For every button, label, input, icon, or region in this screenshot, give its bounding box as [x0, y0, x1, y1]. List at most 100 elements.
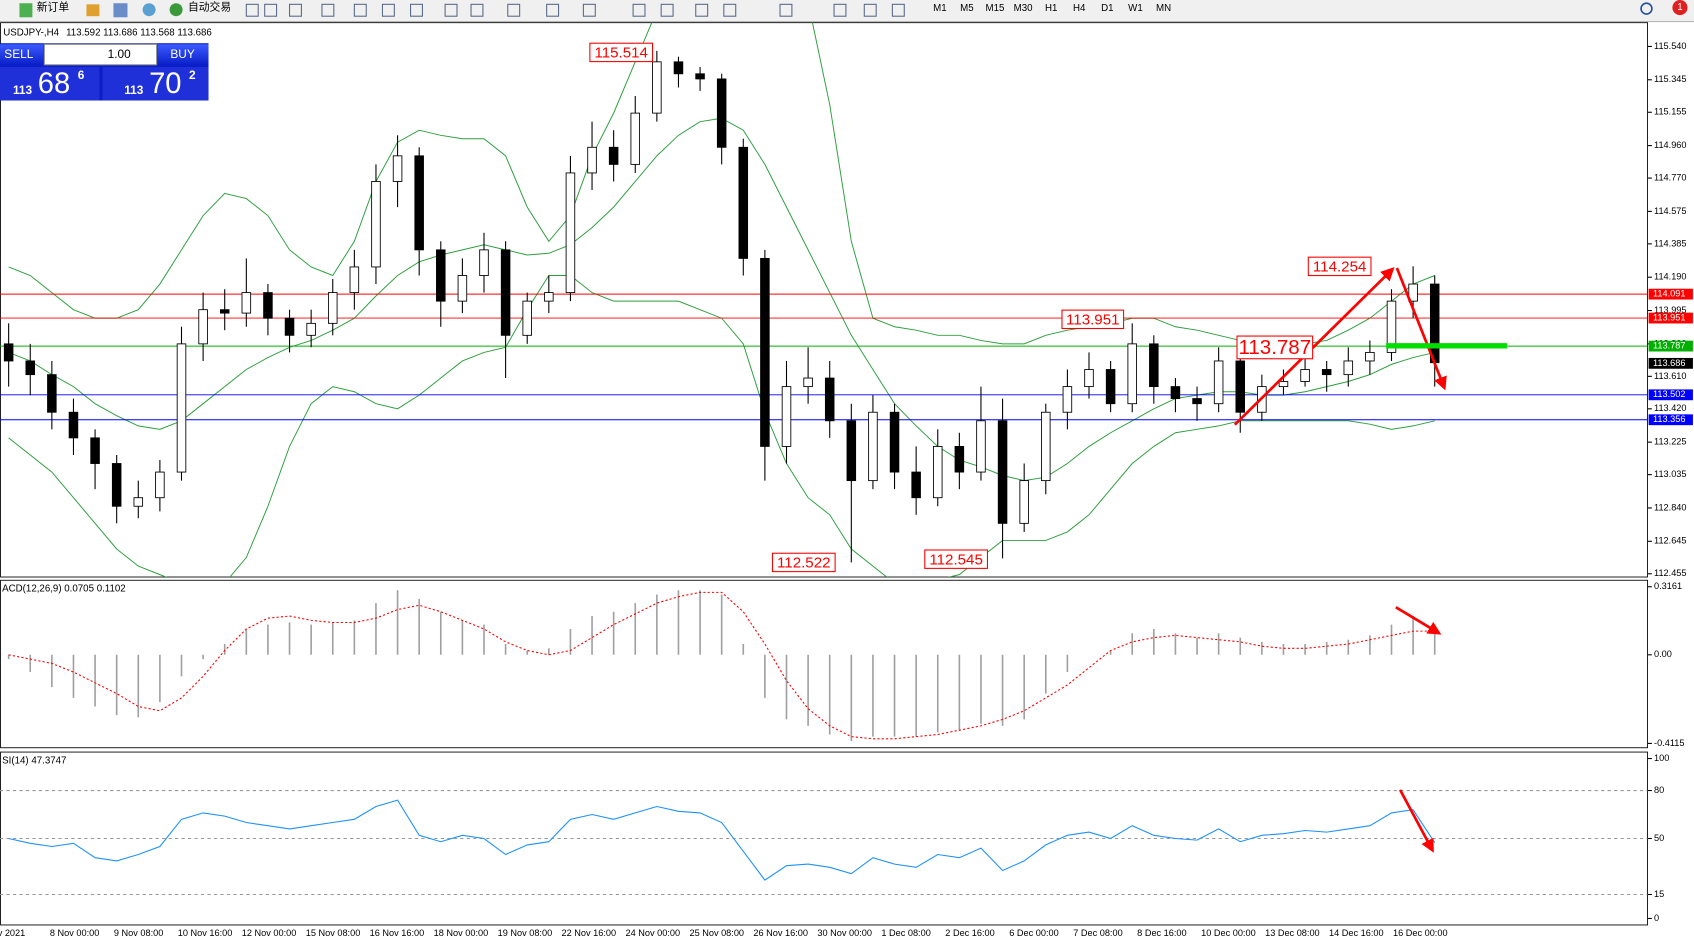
search-icon[interactable] — [1640, 2, 1653, 15]
toolbar-icon[interactable] — [113, 3, 128, 18]
buy-label[interactable]: BUY — [170, 47, 194, 61]
price-annotation-box — [924, 549, 988, 569]
rsi-title: SI(14) 47.3747 — [2, 755, 66, 766]
y-tick-label: 15 — [1654, 889, 1664, 899]
buy-big-figure: 113 — [124, 83, 144, 97]
toolbar-icon[interactable] — [245, 3, 259, 17]
toolbar-icon[interactable] — [381, 3, 395, 17]
toolbar-icon[interactable] — [444, 3, 458, 17]
rsi-arrow[interactable] — [1398, 789, 1434, 853]
new-order-button[interactable]: 新订单 — [37, 0, 70, 13]
toolbar-icon[interactable] — [582, 3, 596, 17]
toolbar-icon[interactable] — [470, 3, 484, 17]
timeframe-button[interactable]: M5 — [960, 3, 974, 14]
y-tick-label: 0.3161 — [1654, 581, 1682, 591]
buy-price-box[interactable] — [102, 66, 209, 101]
trend-arrow[interactable] — [1395, 267, 1447, 391]
toolbar-icon[interactable] — [695, 3, 709, 17]
sell-price-box[interactable] — [0, 66, 100, 101]
y-tick-label: 114.575 — [1654, 206, 1686, 216]
toolbar-icon[interactable] — [833, 3, 847, 17]
auto-trading-button[interactable]: 自动交易 — [188, 0, 231, 13]
x-tick-label: 15 Nov 08:00 — [306, 928, 361, 938]
price-annotation-box — [771, 552, 836, 573]
candle-body — [392, 155, 403, 182]
candle-body — [263, 292, 273, 319]
timeframe-button[interactable]: M1 — [933, 3, 947, 14]
timeframe-button[interactable]: H1 — [1045, 3, 1057, 14]
candle-body — [284, 317, 295, 336]
x-tick-label: 25 Nov 08:00 — [689, 928, 744, 938]
toolbar-icon[interactable] — [353, 3, 367, 17]
x-tick-label: 10 Nov 16:00 — [178, 928, 233, 938]
candle-body — [1300, 369, 1310, 382]
candle-body — [1408, 283, 1418, 302]
timeframe-bar: M1 M5 M15 M30 H1 H4 D1 W1 MN — [933, 3, 1171, 14]
candle-body — [1041, 411, 1051, 482]
toolbar-icon[interactable] — [409, 3, 423, 17]
candle-body — [371, 181, 381, 268]
sell-fraction: 6 — [78, 68, 85, 82]
auto-trading-icon[interactable] — [169, 3, 183, 17]
sell-button[interactable] — [0, 44, 44, 65]
y-tick-label: 114.960 — [1654, 140, 1686, 150]
candle-body — [846, 420, 857, 482]
candle-body — [25, 360, 36, 376]
toolbar-icon[interactable] — [863, 3, 877, 17]
level-label-box — [1648, 288, 1693, 300]
candle-body — [1429, 283, 1440, 364]
toolbar-icon[interactable] — [660, 3, 674, 17]
timeframe-button[interactable]: MN — [1156, 3, 1171, 14]
annotations: 115.514 112.522 112.545 113.951 114.254 113.7… — [589, 42, 1372, 573]
timeframe-button[interactable]: H4 — [1073, 3, 1086, 14]
x-tick-label: 18 Nov 00:00 — [434, 928, 489, 938]
toolbar-icon[interactable] — [723, 3, 737, 17]
level-label-box — [1648, 389, 1693, 401]
candle-body — [695, 73, 705, 80]
macd-arrow[interactable] — [1395, 606, 1442, 635]
macd-plot — [7, 590, 1436, 741]
toolbar — [0, 0, 1694, 22]
x-tick-label: 8 Nov 00:00 — [50, 928, 99, 938]
toolbar-icon[interactable] — [891, 3, 905, 17]
x-tick-label: 2 Dec 16:00 — [945, 928, 994, 938]
x-tick-label: 12 Nov 00:00 — [242, 928, 297, 938]
level-label-box — [1648, 340, 1693, 352]
y-tick-label: 114.385 — [1654, 238, 1686, 248]
macd-title: ACD(12,26,9) 0.0705 0.1102 — [2, 583, 126, 594]
toolbar-icon[interactable] — [264, 3, 278, 17]
price-annotation: 115.514 — [594, 44, 647, 61]
timeframe-button[interactable]: D1 — [1101, 3, 1113, 14]
timeframe-button[interactable]: W1 — [1128, 3, 1143, 14]
buy-button[interactable] — [157, 44, 209, 65]
buy-pips: 70 — [149, 68, 181, 100]
sell-pips: 68 — [38, 68, 70, 100]
timeframe-button[interactable]: M15 — [986, 3, 1005, 14]
toolbar-icon[interactable] — [507, 3, 521, 17]
candle-body — [932, 445, 943, 499]
trend-arrow[interactable] — [1233, 267, 1395, 426]
sell-label[interactable]: SELL — [4, 47, 33, 61]
lots-input[interactable] — [43, 43, 158, 66]
candle-body — [738, 146, 749, 259]
candle-body — [673, 61, 684, 75]
candle-body — [306, 322, 316, 336]
price-panel — [0, 22, 1648, 578]
candle-body — [1235, 360, 1246, 413]
toolbar-icon[interactable] — [632, 3, 646, 17]
toolbar-icon[interactable] — [86, 4, 100, 17]
y-tick-label: 114.190 — [1654, 272, 1686, 282]
toolbar-icon[interactable] — [546, 3, 560, 17]
lots-value[interactable]: 1.00 — [108, 47, 132, 61]
time-axis: Nov 2021 8 Nov 00:00 9 Nov 08:00 10 Nov 16:… — [0, 928, 1448, 938]
notification-badge[interactable] — [1672, 0, 1688, 16]
toolbar-icon[interactable] — [288, 3, 302, 17]
candle-body — [1062, 386, 1073, 413]
toolbar-icon[interactable] — [779, 3, 793, 17]
candle-body — [3, 343, 14, 362]
toolbar-icon[interactable] — [142, 3, 156, 17]
timeframe-button[interactable]: M30 — [1014, 3, 1033, 14]
new-order-icon[interactable] — [19, 3, 33, 18]
toolbar-icon[interactable] — [321, 3, 335, 17]
